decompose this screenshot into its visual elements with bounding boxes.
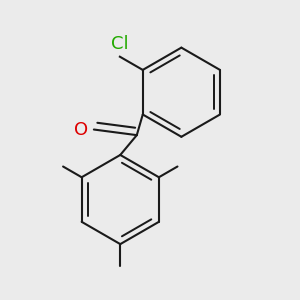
Text: Cl: Cl xyxy=(111,35,129,53)
Text: O: O xyxy=(74,121,88,139)
